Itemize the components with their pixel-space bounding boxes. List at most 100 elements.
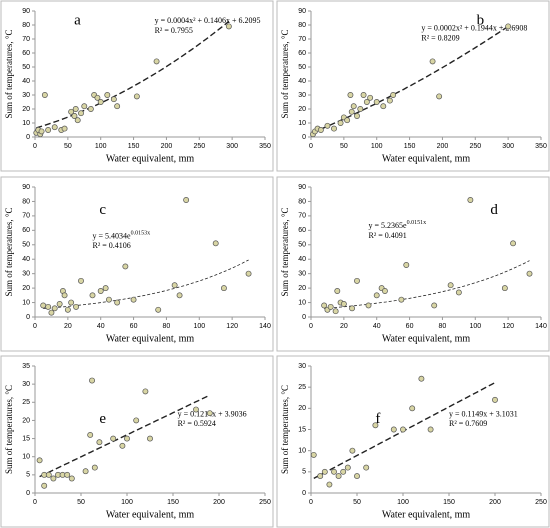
r-squared: R² = 0.4091 <box>369 231 407 240</box>
data-point <box>403 262 410 268</box>
data-point <box>354 113 360 119</box>
x-axis-label: Water equivalent, mm <box>382 153 471 164</box>
trendline <box>36 20 230 129</box>
x-tick-label: 350 <box>259 143 271 150</box>
data-point <box>130 296 137 303</box>
x-tick-label: 0 <box>309 323 313 330</box>
data-point <box>87 431 94 438</box>
data-point <box>365 302 372 309</box>
data-point <box>81 103 88 110</box>
data-point <box>119 442 126 449</box>
data-point <box>73 303 80 310</box>
data-point <box>390 426 397 433</box>
panel-frame <box>276 176 550 352</box>
y-tick-label: 50 <box>22 242 30 249</box>
data-point <box>193 406 199 413</box>
data-point <box>331 125 337 132</box>
y-tick-label: 60 <box>22 50 30 57</box>
x-tick-label: 80 <box>163 323 171 330</box>
data-point <box>61 125 68 132</box>
y-tick-label: 35 <box>22 363 30 370</box>
data-point <box>56 301 63 307</box>
data-point <box>41 92 48 98</box>
data-point <box>331 468 337 475</box>
trendline <box>39 394 211 478</box>
y-tick-label: 50 <box>298 64 306 71</box>
data-point <box>326 481 333 488</box>
data-point <box>455 289 462 296</box>
data-point <box>104 92 111 98</box>
y-tick-label: 80 <box>22 22 30 29</box>
data-point <box>344 464 351 471</box>
panel-label: b <box>477 13 485 29</box>
y-tick-label: 20 <box>22 106 30 113</box>
y-tick-label: 40 <box>22 78 30 85</box>
y-tick-label: 0 <box>26 490 30 497</box>
y-tick-label: 60 <box>298 50 306 57</box>
x-tick-label: 250 <box>193 143 205 150</box>
x-tick-label: 140 <box>259 323 271 330</box>
data-point <box>97 288 104 294</box>
x-tick-label: 0 <box>309 143 313 150</box>
y-tick-label: 10 <box>298 448 306 455</box>
x-tick-label: 100 <box>95 143 107 150</box>
r-squared: R² = 0.4106 <box>93 241 131 250</box>
x-tick-label: 200 <box>489 499 501 506</box>
data-point <box>436 93 443 100</box>
y-tick-label: 30 <box>298 363 306 370</box>
data-point <box>105 296 112 303</box>
data-point <box>122 263 129 270</box>
x-tick-label: 50 <box>77 499 85 506</box>
data-point <box>153 58 160 65</box>
x-tick-label: 140 <box>535 323 547 330</box>
data-point <box>147 435 153 442</box>
x-tick-label: 60 <box>130 323 138 330</box>
data-point <box>363 464 370 471</box>
data-point <box>91 464 98 471</box>
y-tick-label: 10 <box>22 454 30 461</box>
y-tick-label: 60 <box>22 227 30 234</box>
data-point <box>68 108 75 115</box>
x-tick-label: 50 <box>64 143 72 150</box>
x-tick-label: 20 <box>340 323 348 330</box>
data-point <box>447 282 454 289</box>
x-tick-label: 40 <box>97 323 105 330</box>
y-tick-label: 80 <box>298 22 306 29</box>
data-point <box>45 127 52 133</box>
data-point <box>102 285 109 292</box>
data-point <box>347 92 354 98</box>
data-point <box>373 99 380 105</box>
x-axis-label: Water equivalent, mm <box>382 333 471 344</box>
y-tick-label: 10 <box>22 120 30 127</box>
data-point <box>94 94 101 101</box>
data-point <box>327 303 334 310</box>
y-tick-label: 70 <box>22 36 30 43</box>
data-point <box>354 277 360 284</box>
panel-frame <box>0 176 274 352</box>
data-point <box>206 410 213 417</box>
data-point <box>348 108 355 115</box>
y-tick-label: 20 <box>298 405 306 412</box>
data-point <box>349 447 356 454</box>
y-axis-label: Sum of temperatures, °C <box>4 385 14 474</box>
x-tick-label: 50 <box>340 143 348 150</box>
data-point <box>40 302 47 309</box>
data-point <box>68 299 75 306</box>
data-point <box>317 473 324 480</box>
y-tick-label: 90 <box>298 184 306 191</box>
y-tick-label: 10 <box>22 299 30 306</box>
y-tick-label: 15 <box>22 435 30 442</box>
trend-equation: y = 0.0004x² + 0.1406x + 6.2095 <box>155 16 261 25</box>
data-point <box>48 309 55 316</box>
x-tick-label: 100 <box>469 323 481 330</box>
y-tick-label: 10 <box>298 299 306 306</box>
data-point <box>72 106 79 112</box>
data-point <box>380 103 387 110</box>
y-tick-label: 25 <box>298 384 306 391</box>
r-squared: R² = 0.7955 <box>155 26 193 35</box>
x-tick-label: 100 <box>193 323 205 330</box>
y-tick-label: 30 <box>22 381 30 388</box>
data-point <box>171 282 178 289</box>
data-point <box>61 292 68 299</box>
